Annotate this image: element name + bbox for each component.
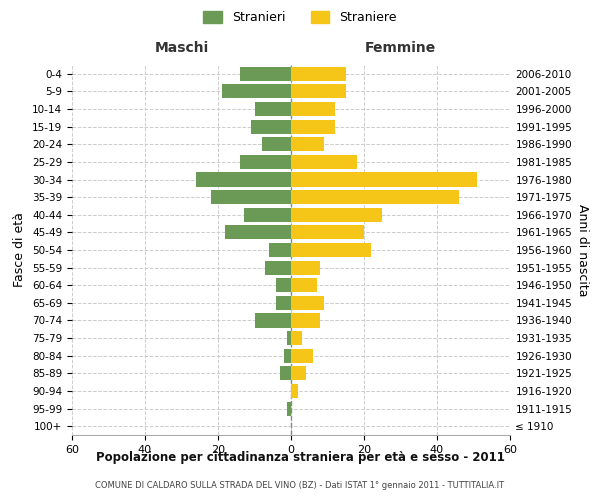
Legend: Stranieri, Straniere: Stranieri, Straniere <box>198 6 402 29</box>
Y-axis label: Fasce di età: Fasce di età <box>13 212 26 288</box>
Bar <box>277 278 291 292</box>
Bar <box>254 314 291 328</box>
Bar <box>262 137 291 152</box>
Bar <box>291 226 364 239</box>
Y-axis label: Anni di nascita: Anni di nascita <box>576 204 589 296</box>
Bar <box>240 155 291 169</box>
Bar <box>226 226 291 239</box>
Bar <box>291 278 317 292</box>
Bar <box>280 366 291 380</box>
Bar <box>287 331 291 345</box>
Bar <box>221 84 291 98</box>
Bar <box>291 84 346 98</box>
Bar <box>284 348 291 363</box>
Bar <box>291 137 324 152</box>
Bar <box>240 67 291 81</box>
Bar <box>291 260 320 274</box>
Bar <box>244 208 291 222</box>
Bar <box>269 243 291 257</box>
Bar <box>291 243 371 257</box>
Bar <box>291 331 302 345</box>
Bar <box>291 67 346 81</box>
Bar <box>251 120 291 134</box>
Bar <box>291 120 335 134</box>
Bar <box>291 366 305 380</box>
Bar <box>291 155 356 169</box>
Bar <box>277 296 291 310</box>
Bar <box>196 172 291 186</box>
Text: Popolazione per cittadinanza straniera per età e sesso - 2011: Popolazione per cittadinanza straniera p… <box>95 451 505 464</box>
Bar <box>287 402 291 415</box>
Text: COMUNE DI CALDARO SULLA STRADA DEL VINO (BZ) - Dati ISTAT 1° gennaio 2011 - TUTT: COMUNE DI CALDARO SULLA STRADA DEL VINO … <box>95 480 505 490</box>
Bar <box>291 102 335 116</box>
Bar <box>265 260 291 274</box>
Text: Femmine: Femmine <box>365 41 436 55</box>
Bar <box>291 296 324 310</box>
Bar <box>211 190 291 204</box>
Bar <box>291 314 320 328</box>
Bar <box>291 172 477 186</box>
Bar <box>291 190 459 204</box>
Bar <box>254 102 291 116</box>
Bar <box>291 208 382 222</box>
Text: Maschi: Maschi <box>154 41 209 55</box>
Bar <box>291 384 298 398</box>
Bar <box>291 348 313 363</box>
